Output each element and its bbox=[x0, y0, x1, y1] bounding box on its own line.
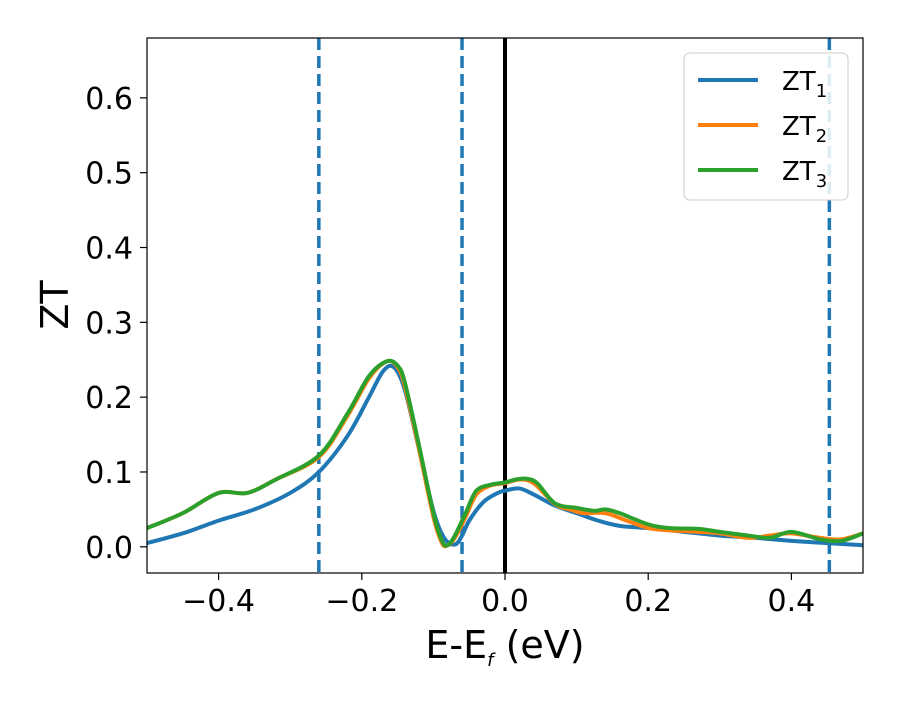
x-tick-label: 0.4 bbox=[768, 584, 816, 619]
y-axis-label: ZT bbox=[33, 280, 77, 330]
x-tick-label: 0.0 bbox=[481, 584, 529, 619]
y-tick-label: 0.6 bbox=[85, 82, 133, 117]
legend-label-zt2: ZT2 bbox=[782, 112, 827, 147]
legend-label-zt3: ZT3 bbox=[782, 157, 827, 192]
legend: ZT1 ZT2 ZT3 bbox=[683, 52, 849, 201]
series-lines bbox=[147, 358, 863, 549]
x-tick-label: −0.2 bbox=[325, 584, 398, 619]
series-line-zt3 bbox=[147, 358, 863, 548]
legend-box bbox=[683, 52, 849, 201]
y-tick-label: 0.1 bbox=[85, 456, 133, 491]
x-tick-label: −0.4 bbox=[182, 584, 255, 619]
y-tick-label: 0.0 bbox=[85, 531, 133, 566]
x-axis-label-subscript: f bbox=[487, 650, 496, 671]
y-tick-label: 0.4 bbox=[85, 232, 133, 267]
legend-label-zt1: ZT1 bbox=[782, 67, 827, 102]
x-axis-label: E-Ef (eV) bbox=[425, 623, 584, 671]
y-tick-label: 0.3 bbox=[85, 306, 133, 341]
x-tick-label: 0.2 bbox=[624, 584, 672, 619]
x-axis-ticks: −0.4 −0.2 0.0 0.2 0.4 bbox=[182, 573, 815, 619]
y-tick-label: 0.5 bbox=[85, 157, 133, 192]
y-axis-ticks: 0.0 0.1 0.2 0.3 0.4 0.5 0.6 bbox=[85, 82, 147, 566]
y-tick-label: 0.2 bbox=[85, 381, 133, 416]
